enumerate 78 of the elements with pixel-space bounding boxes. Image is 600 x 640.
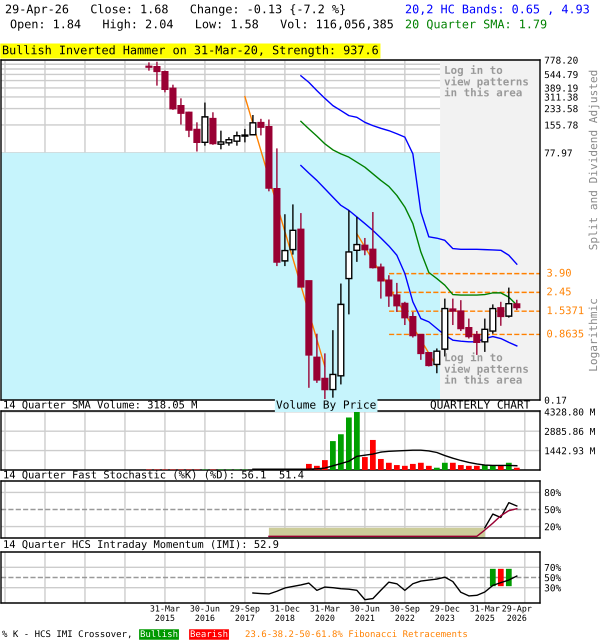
ref-line-label: 2.45 [547,288,571,296]
y-tick-label: 4328.80 M [544,408,595,416]
text: Volume By Price [276,400,376,411]
x-tick-label: 29-Apr 2026 [502,605,532,621]
y-tick-label: 70% [544,564,562,572]
bar [370,440,376,470]
chart-subtitle: Open: 1.84 High: 2.04 Low: 1.58 Vol: 116,056,385 [10,19,393,31]
annotation: Log in to view patterns in this area [444,65,528,96]
y-tick-label: 50% [544,506,562,514]
bar [394,465,400,470]
bar [442,462,448,470]
text: 20 Quarter SMA: 1.79 [406,20,546,30]
text: % K - HCS IMI Crossover, [2,630,130,638]
candlestick [433,348,440,374]
bar [386,462,392,470]
bar [490,466,496,470]
x-tick-label: 29-Dec 2023 [430,605,460,621]
x-tick-label: 30-Jun 2021 [350,605,380,621]
y-tick-label: 20% [544,523,562,530]
bar [362,457,368,470]
y-tick-label: 155.78 [545,121,578,129]
y-tick-label: 0.17 [544,396,566,404]
annotation: Log in to view patterns in this area [444,352,528,384]
bar [426,466,432,470]
y-tick-label: 778.20 [544,56,578,64]
bar [474,466,480,470]
bar [498,466,504,470]
text: Logarithmic [588,299,600,371]
bar [378,458,384,470]
text: Bullish Inverted Hammer on 31-Mar-20, Strength: 937.6 [2,45,378,57]
y-tick-label: 544.79 [544,70,578,78]
y-tick-label: 80% [544,489,562,496]
bar [346,418,352,470]
chart-title: 14 Quarter Fast Stochastic (%K) (%D): 56.1 51.4 [4,470,304,480]
y-tick-label: 30% [544,584,562,592]
x-tick-label: 31-Dec 2018 [270,605,300,621]
ref-line-label: 3.90 [547,268,571,277]
ref-line-label: 0.8635 [547,330,584,338]
candlestick [505,286,512,318]
ref-line-label: 1.5371 [548,306,584,314]
candlestick [497,301,504,326]
bar [458,465,464,470]
y-tick-label: 2885.86 M [544,428,595,435]
line-series [484,502,518,528]
text: QUARTERLY CHART [430,400,530,410]
x-tick-label: 30-Sep 2022 [390,605,420,621]
x-tick-label: 31-Mar 2020 [310,605,340,621]
y-tick-label: 311.38 [544,94,578,101]
y-tick-label: 1442.93 M [545,447,595,454]
line-series [268,508,518,537]
x-tick-label: 31-Mar 2025 [470,605,500,621]
bar [418,462,424,470]
chart-title: 14 Quarter SMA Volume: 318.05 M [4,400,197,410]
text: Bullish [140,630,178,638]
bar [338,434,344,470]
bar [450,462,456,470]
y-tick-label: 50% [544,574,562,582]
x-tick-label: 29-Sep 2017 [230,605,260,621]
bar [330,441,336,470]
line-series [300,164,518,347]
y-tick-label: 389.19 [544,84,578,92]
line-series [252,575,518,600]
chart-title: 14 Quarter HCS Intraday Momentum (IMI): 52.9 [4,540,278,550]
x-tick-label: 31-Mar 2015 [150,605,180,621]
y-axis-title: Split and Dividend Adjusted [588,70,600,250]
text: Bearish [190,630,228,638]
bar [354,411,360,470]
chart-title: 29-Apr-26 Close: 1.68 Change: -0.13 {-7.2 %} [6,4,345,16]
text: 23.6-38.2-50-61.8% Fibonacci Retracements [246,630,467,638]
y-tick-label: 233.58 [544,105,578,112]
x-tick-label: 30-Jun 2016 [190,605,220,621]
text: 20,2 HC Bands: 0.65 , 4.93 [406,4,589,15]
y-tick-label: 77.97 [544,149,572,157]
candlestick [353,216,360,263]
candlestick [513,299,520,311]
bar [466,466,472,470]
bar [410,464,416,470]
bar [402,466,408,470]
